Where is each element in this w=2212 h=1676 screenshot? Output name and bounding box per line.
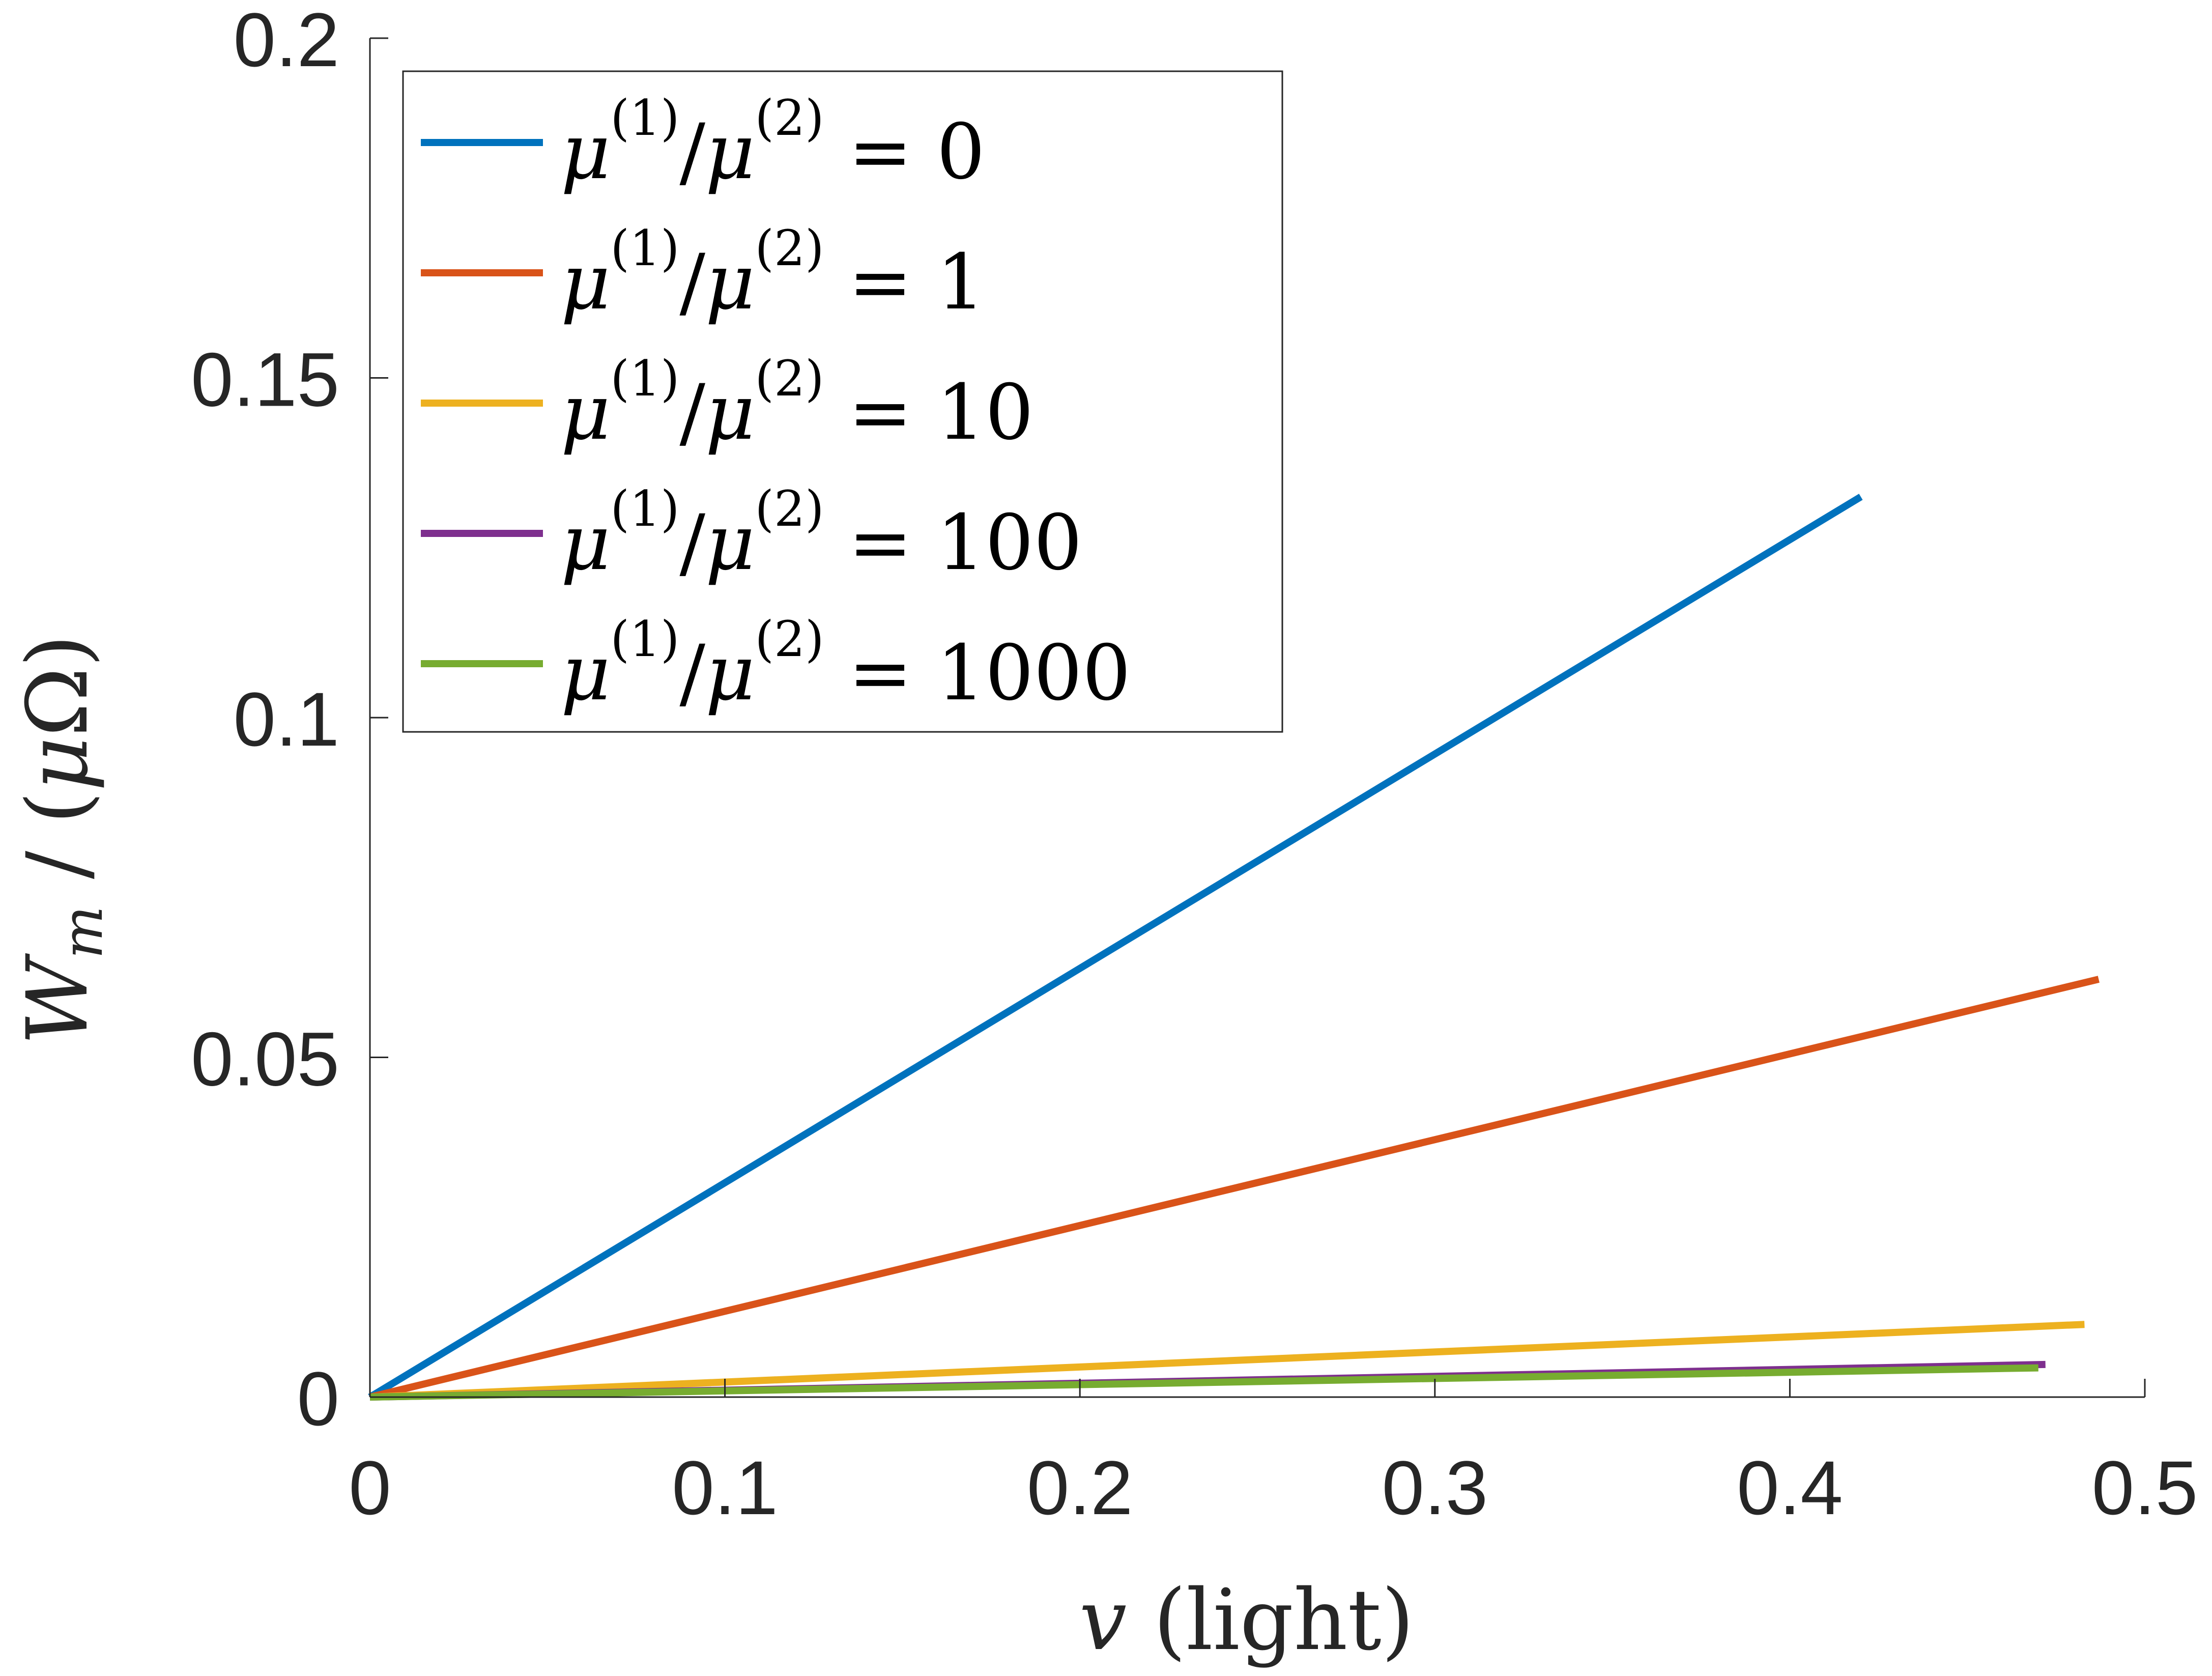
y-tick-label-4: 0.2 <box>233 0 339 82</box>
legend-entry-1: μ(1)/μ(2) = 1 <box>561 220 985 327</box>
plot-lines <box>368 494 2100 1401</box>
legend-entry-2: μ(1)/μ(2) = 10 <box>561 350 1033 457</box>
y-axis-label: Wm / (μΩ) <box>9 634 115 1045</box>
series-line-2 <box>369 1321 2085 1401</box>
x-tick-label-2: 0.2 <box>1027 1445 1133 1530</box>
x-tick-label-1: 0.1 <box>672 1445 778 1530</box>
x-axis-label-unit: (light) <box>1127 1571 1414 1669</box>
series-line-4 <box>369 1364 2038 1401</box>
legend-entry-3: μ(1)/μ(2) = 100 <box>561 480 1082 587</box>
legend-entry-4: μ(1)/μ(2) = 1000 <box>561 611 1131 718</box>
y-axis-label-mu: μ <box>9 737 106 791</box>
x-axis-label-variable: v <box>1079 1571 1127 1669</box>
x-tick-label-5: 0.5 <box>2092 1445 2198 1530</box>
y-axis-label-omega: Ω) <box>9 634 106 736</box>
x-tick-label-3: 0.3 <box>1382 1445 1488 1530</box>
y-tick-label-2: 0.1 <box>233 676 339 762</box>
axes: 0 0.1 0.2 0.3 0.4 0.5 0 0.05 0.1 0.15 0.2 <box>191 0 2198 1530</box>
y-axis-label-unit: / ( <box>9 791 106 906</box>
y-axis-label-subscript: m <box>50 906 115 959</box>
y-tick-label-1: 0.05 <box>191 1016 339 1102</box>
y-tick-label-3: 0.15 <box>191 337 339 422</box>
x-axis-label: v (light) <box>1079 1571 1414 1669</box>
legend-box <box>402 70 1283 733</box>
series-line-0 <box>368 494 1863 1400</box>
series-line-1 <box>369 976 2100 1401</box>
legend-entry-0: μ(1)/μ(2) = 0 <box>561 90 985 196</box>
y-axis-label-variable: W <box>9 953 106 1045</box>
y-tick-label-0: 0 <box>297 1356 339 1441</box>
legend: μ(1)/μ(2) = 0 μ(1)/μ(2) = 1 μ(1)/μ(2) = 10… <box>402 70 1283 733</box>
x-tick-label-0: 0 <box>349 1445 391 1530</box>
x-tick-label-4: 0.4 <box>1737 1445 1843 1530</box>
